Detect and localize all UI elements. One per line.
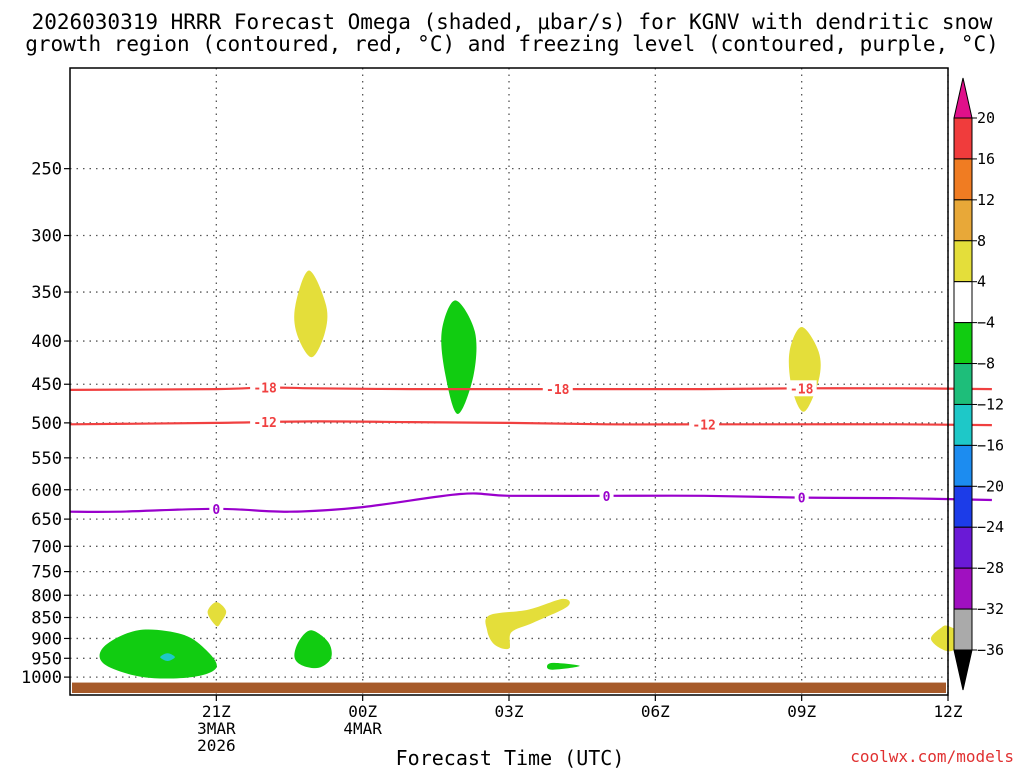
colorbar-label: −20: [977, 477, 1004, 495]
y-tick-label-400: 400: [31, 332, 62, 352]
contour-label--18: -18: [253, 381, 277, 396]
colorbar: 20 16 12 8 4 −4 −8 −12 −16 −20 −24 −28 −32 −36: [953, 77, 1004, 691]
colorbar-top-arrow: [953, 77, 973, 119]
contour-freezing-0: [69, 492, 992, 514]
contour-label-bg: [250, 414, 281, 431]
y-tick-label-900: 900: [31, 629, 62, 649]
contour-label-bg: [250, 379, 281, 396]
colorbar-bin: [953, 158, 973, 201]
contour-label--12: -12: [692, 418, 715, 433]
colorbar-bin: [953, 240, 973, 283]
omega-region-5: [99, 629, 217, 679]
colorbar-label: −28: [977, 559, 1004, 577]
colorbar-bin: [953, 444, 973, 487]
colorbar-label: −32: [977, 600, 1004, 618]
colorbar-label: −4: [977, 314, 995, 332]
colorbar-label: 8: [977, 232, 986, 250]
temperature-contours: -18 -18 -18 -12 -12 0 0 0: [69, 379, 992, 518]
colorbar-bin: [953, 608, 973, 651]
colorbar-bin: [953, 526, 973, 569]
omega-region-8: [485, 598, 570, 650]
colorbar-bin: [953, 199, 973, 242]
colorbar-label: −8: [977, 355, 995, 373]
contour-label-0: 0: [212, 503, 220, 518]
omega-region-3: [788, 327, 821, 412]
colorbar-bin: [953, 567, 973, 610]
x-tick-label: 09Z: [787, 702, 816, 721]
contour-label--18: -18: [790, 382, 814, 397]
contour-label-bg: [599, 487, 614, 504]
x-tick-label: 03Z: [495, 702, 524, 721]
colorbar-label: −16: [977, 436, 1004, 454]
y-tick-label-950: 950: [31, 649, 62, 669]
colorbar-label: 12: [977, 191, 995, 209]
x-axis-label: Forecast Time (UTC): [396, 746, 625, 768]
credit-text: coolwx.com/models: [850, 747, 1014, 766]
contour-label-bg: [689, 416, 720, 433]
x-tick-label: 3MAR: [197, 719, 236, 738]
y-tick-label-300: 300: [31, 227, 62, 247]
omega-region-2: [441, 300, 477, 414]
y-tick-label-250: 250: [31, 160, 62, 180]
y-tick-label-1000: 1000: [21, 668, 62, 688]
y-tick-label-450: 450: [31, 375, 62, 395]
omega-region-7: [294, 630, 332, 669]
ground-layer: [72, 682, 946, 693]
colorbar-label: −12: [977, 395, 1004, 413]
contour-label-bg: [794, 489, 809, 506]
colorbar-bin: [953, 485, 973, 528]
omega-region-9: [547, 662, 580, 670]
contour-label-bg: [542, 381, 573, 398]
colorbar-bin: [953, 117, 973, 160]
y-tick-label-500: 500: [31, 414, 62, 434]
colorbar-bin: [953, 363, 973, 405]
y-tick-label-850: 850: [31, 608, 62, 628]
y-tick-label-350: 350: [31, 283, 62, 303]
contour-label--18: -18: [546, 383, 570, 398]
y-tick-label-700: 700: [31, 537, 62, 557]
colorbar-label: −24: [977, 518, 1004, 536]
colorbar-bin: [953, 281, 973, 324]
omega-shaded-regions: [99, 270, 966, 679]
colorbar-bin: [953, 322, 973, 365]
y-tick-label-550: 550: [31, 449, 62, 469]
x-tick-label: 00Z: [348, 702, 377, 721]
colorbar-bin: [953, 403, 973, 446]
x-tick-label: 12Z: [934, 702, 963, 721]
contour-label-0: 0: [603, 490, 611, 505]
x-tick-label: 21Z: [202, 702, 231, 721]
x-tick-label: 4MAR: [343, 719, 382, 738]
contour-dgz--12: [69, 420, 992, 427]
colorbar-label: 16: [977, 150, 995, 168]
y-tick-label-600: 600: [31, 481, 62, 501]
contour-dgz--18: [69, 386, 992, 391]
contour-label-0: 0: [798, 492, 806, 507]
colorbar-label: 4: [977, 273, 986, 291]
omega-region-6: [160, 653, 175, 661]
contour-label--12: -12: [253, 416, 276, 431]
colorbar-bottom-arrow: [953, 649, 973, 691]
contour-label-bg: [786, 380, 817, 397]
y-tick-label-750: 750: [31, 563, 62, 583]
y-tick-label-650: 650: [31, 510, 62, 530]
contour-label-bg: [209, 500, 224, 517]
omega-region-4: [207, 602, 227, 627]
colorbar-label: 20: [977, 109, 995, 127]
y-tick-label-800: 800: [31, 586, 62, 606]
omega-region-1: [294, 270, 328, 358]
y-axis-ticks: 2503003504004505005506006507007508008509…: [21, 160, 70, 688]
title-line-1: 2026030319 HRRR Forecast Omega (shaded, …: [32, 10, 993, 34]
chart-title: 2026030319 HRRR Forecast Omega (shaded, …: [25, 10, 999, 56]
title-line-2: growth region (contoured, red, °C) and f…: [25, 32, 999, 56]
colorbar-label: −36: [977, 641, 1004, 659]
ground-fill: [72, 682, 946, 693]
x-tick-label: 06Z: [641, 702, 670, 721]
x-tick-label: 2026: [197, 736, 236, 755]
